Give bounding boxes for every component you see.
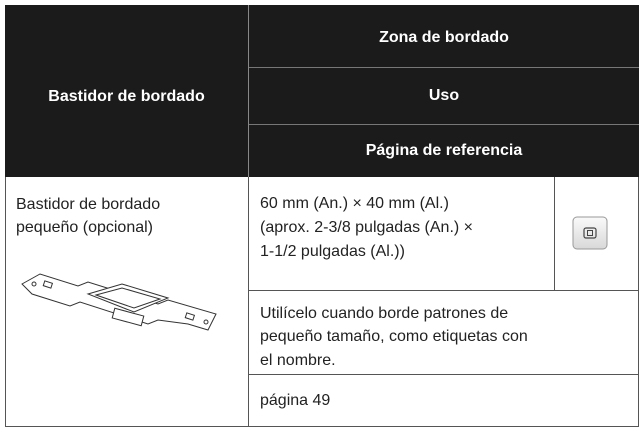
header-divider (249, 124, 639, 125)
header-divider (248, 5, 249, 177)
cell-text: el nombre. (260, 352, 336, 369)
cell-border (5, 426, 639, 427)
hoop-illustration (21, 273, 217, 331)
table-header (5, 5, 639, 177)
frame-key-icon (572, 216, 608, 250)
cell-border (5, 177, 6, 427)
header-cell: Uso (428, 87, 460, 104)
cell-border (554, 177, 555, 290)
cell-text: (aprox. 2-3/8 pulgadas (An.) × (260, 219, 474, 236)
header-cell: Página de referencia (365, 142, 523, 159)
cell-text: 60 mm (An.) × 40 mm (Al.) (260, 195, 449, 212)
header-cell: Zona de bordado (379, 29, 509, 46)
cell-text: página 49 (260, 392, 331, 409)
cell-text: Bastidor de bordado (16, 196, 161, 213)
header-cell: Bastidor de bordado (48, 88, 205, 105)
cell-text: Utilícelo cuando borde patrones de (260, 305, 509, 322)
cell-text: pequeño (opcional) (16, 219, 153, 236)
cell-border (249, 290, 639, 291)
cell-text: pequeño tamaño, como etiquetas con (260, 328, 528, 345)
header-divider (249, 67, 639, 68)
cell-text: 1-1/2 pulgadas (Al.)) (260, 243, 405, 260)
cell-border (249, 374, 639, 375)
cell-border (248, 177, 249, 427)
cell-border (638, 177, 639, 427)
